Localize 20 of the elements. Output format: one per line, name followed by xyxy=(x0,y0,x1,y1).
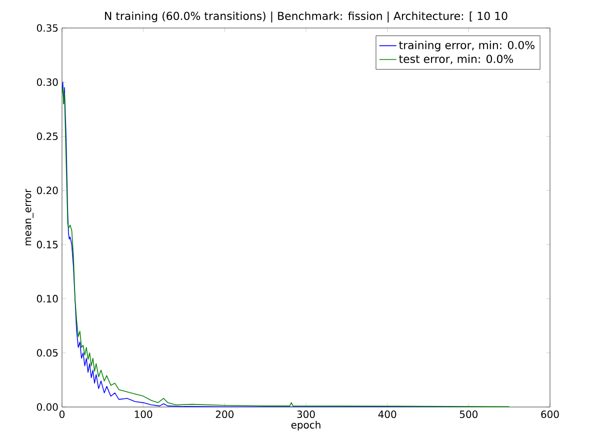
x-tick-label: 200 xyxy=(216,410,234,418)
legend-label: test error, min: 0.0% xyxy=(399,54,514,64)
x-tick-label: 600 xyxy=(541,410,559,418)
x-axis-title: epoch xyxy=(291,420,320,431)
x-tick-label: 0 xyxy=(59,410,65,418)
x-tick-label: 100 xyxy=(134,410,152,418)
legend-label: training error, min: 0.0% xyxy=(399,40,534,52)
y-axis-title: mean_error xyxy=(26,188,34,246)
chart-title: N training (60.0% transitions) | Benchmark: fission | Architecture: [ 10 10 xyxy=(105,12,508,22)
y-tick-label: 0.35 xyxy=(36,24,58,32)
x-tick-label: 400 xyxy=(378,410,396,418)
y-tick-label: 0.20 xyxy=(36,186,58,194)
y-tick-label: 0.15 xyxy=(36,240,58,248)
y-tick-label: 0.00 xyxy=(36,403,58,411)
y-tick-label: 0.25 xyxy=(36,132,58,140)
y-tick-label: 0.30 xyxy=(36,78,58,86)
y-tick-label: 0.05 xyxy=(36,349,58,357)
y-tick-label: 0.10 xyxy=(36,294,58,302)
x-tick-label: 300 xyxy=(297,410,315,418)
x-tick-label: 500 xyxy=(460,410,478,418)
